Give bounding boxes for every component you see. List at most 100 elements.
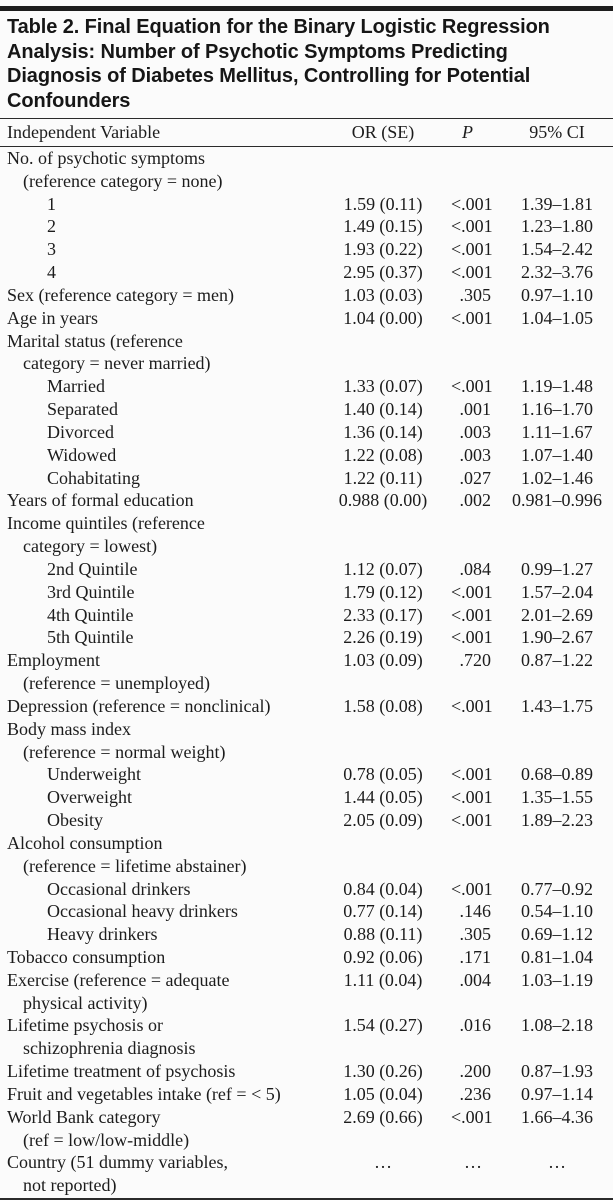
ci-cell: 0.77–0.92	[521, 878, 593, 899]
p-value-cell: .200	[459, 1061, 492, 1082]
p-value-cell: <.001	[451, 262, 493, 283]
or-se-cell: 0.92 (0.06)	[343, 946, 423, 967]
or-se-cell: 1.30 (0.26)	[343, 1061, 423, 1082]
ci-cell: 1.35–1.55	[521, 787, 593, 808]
ci-cell: 2.32–3.76	[521, 262, 593, 283]
table-bottom-rule	[0, 1197, 613, 1200]
ci-cell	[501, 330, 613, 353]
table-row: Alcohol consumption	[0, 832, 613, 855]
or-se-cell: 0.88 (0.11)	[343, 924, 423, 945]
p-value-cell: <.001	[451, 787, 493, 808]
table-row: Sex (reference category = men) 1.03 (0.03…	[0, 284, 613, 307]
table-row: Obesity 2.05 (0.09) <.001 1.89–2.23	[0, 809, 613, 832]
or-se-cell: 1.05 (0.04)	[343, 1083, 423, 1104]
row-label: Fruit and vegetables intake (ref = < 5)	[7, 1083, 281, 1104]
table-row: (reference = lifetime abstainer)	[0, 855, 613, 878]
table-row: 3rd Quintile 1.79 (0.12) <.001 1.57–2.04	[0, 581, 613, 604]
or-se-cell: 1.49 (0.15)	[343, 216, 423, 237]
or-se-cell	[315, 330, 451, 353]
or-se-cell	[315, 992, 451, 1015]
row-label: Employment	[7, 650, 100, 671]
row-label: 2	[47, 216, 56, 237]
table-row: Marital status (reference	[0, 330, 613, 353]
or-se-cell: 0.988 (0.00)	[338, 490, 428, 511]
row-label: not reported)	[23, 1175, 117, 1196]
ci-cell	[501, 1174, 613, 1197]
p-value-cell	[451, 718, 501, 741]
ci-cell	[501, 352, 613, 375]
ci-cell: 0.69–1.12	[521, 924, 593, 945]
table-row: 5th Quintile 2.26 (0.19) <.001 1.90–2.67	[0, 626, 613, 649]
p-value-cell	[451, 832, 501, 855]
p-value-cell: <.001	[451, 695, 493, 716]
ci-cell: 1.89–2.23	[521, 810, 593, 831]
ci-cell: 1.16–1.70	[521, 399, 593, 420]
p-value-cell: <.001	[451, 1106, 493, 1127]
ci-cell: 1.04–1.05	[521, 307, 593, 328]
ci-cell: 0.981–0.996	[512, 490, 602, 511]
or-se-cell: 0.84 (0.04)	[343, 878, 423, 899]
row-label: Married	[47, 376, 105, 397]
table-body: No. of psychotic symptoms (reference cate…	[0, 147, 613, 1197]
col-header-95-ci: 95% CI	[529, 122, 585, 142]
p-value-cell: <.001	[451, 193, 493, 214]
ci-cell: 0.97–1.10	[521, 284, 593, 305]
ci-cell: 1.03–1.19	[521, 969, 593, 990]
ci-cell: 1.07–1.40	[521, 444, 593, 465]
table-row: Cohabitating 1.22 (0.11) .027 1.02–1.46	[0, 467, 613, 490]
row-label: 5th Quintile	[47, 627, 134, 648]
p-value-cell: .027	[459, 467, 492, 488]
p-value-cell: .236	[459, 1083, 492, 1104]
or-se-cell: 1.44 (0.05)	[343, 787, 423, 808]
table-title-line: Diagnosis of Diabetes Mellitus, Controll…	[7, 65, 531, 87]
or-se-cell: 1.93 (0.22)	[343, 239, 423, 260]
ci-cell	[501, 718, 613, 741]
p-value-cell	[451, 1174, 501, 1197]
or-se-cell: 0.78 (0.05)	[343, 764, 423, 785]
ci-cell: 0.87–1.22	[521, 650, 593, 671]
table-row: Widowed 1.22 (0.08) .003 1.07–1.40	[0, 444, 613, 467]
table-title-line: Table 2. Final Equation for the Binary L…	[7, 16, 550, 38]
or-se-cell: 1.22 (0.11)	[343, 467, 423, 488]
or-se-cell	[315, 512, 451, 535]
or-se-cell: 1.79 (0.12)	[343, 581, 423, 602]
ci-cell: 1.39–1.81	[521, 193, 593, 214]
table-row: (reference = normal weight)	[0, 741, 613, 764]
or-se-cell: 1.03 (0.09)	[343, 650, 423, 671]
row-label: Widowed	[47, 444, 117, 465]
p-value-cell	[451, 741, 501, 764]
or-se-cell: 1.40 (0.14)	[343, 399, 423, 420]
table-row: Fruit and vegetables intake (ref = < 5) 1…	[0, 1083, 613, 1106]
table-row: category = lowest)	[0, 535, 613, 558]
row-label: category = never married)	[23, 353, 211, 374]
p-value-cell	[451, 672, 501, 695]
row-label: Body mass index	[7, 718, 131, 739]
row-label: Lifetime treatment of psychosis	[7, 1061, 236, 1082]
row-label: Divorced	[47, 421, 114, 442]
table-row: schizophrenia diagnosis	[0, 1037, 613, 1060]
p-value-cell: .003	[459, 421, 492, 442]
p-value-cell	[451, 352, 501, 375]
row-label: Alcohol consumption	[7, 832, 163, 853]
p-value-cell: .084	[459, 558, 492, 579]
or-se-cell: 2.95 (0.37)	[343, 262, 423, 283]
table-row: Exercise (reference = adequate 1.11 (0.04…	[0, 969, 613, 992]
row-label: Lifetime psychosis or	[7, 1015, 163, 1036]
table-row: Occasional heavy drinkers 0.77 (0.14) .146…	[0, 900, 613, 923]
row-label: Underweight	[47, 764, 141, 785]
ci-cell: 0.99–1.27	[521, 558, 593, 579]
or-se-cell	[315, 535, 451, 558]
table-row: Depression (reference = nonclinical) 1.58…	[0, 695, 613, 718]
row-label: Exercise (reference = adequate	[7, 969, 230, 990]
p-value-cell: <.001	[451, 376, 493, 397]
row-label: 4th Quintile	[47, 604, 134, 625]
row-label: 2nd Quintile	[47, 558, 138, 579]
p-value-cell: <.001	[451, 604, 493, 625]
table-row: 3 1.93 (0.22) <.001 1.54–2.42	[0, 238, 613, 261]
or-se-cell: 1.12 (0.07)	[343, 558, 423, 579]
table-row: Income quintiles (reference	[0, 512, 613, 535]
or-se-cell: 1.33 (0.07)	[343, 376, 423, 397]
or-se-cell: 2.05 (0.09)	[343, 810, 423, 831]
or-se-cell: 1.58 (0.08)	[343, 695, 423, 716]
table-row: category = never married)	[0, 352, 613, 375]
